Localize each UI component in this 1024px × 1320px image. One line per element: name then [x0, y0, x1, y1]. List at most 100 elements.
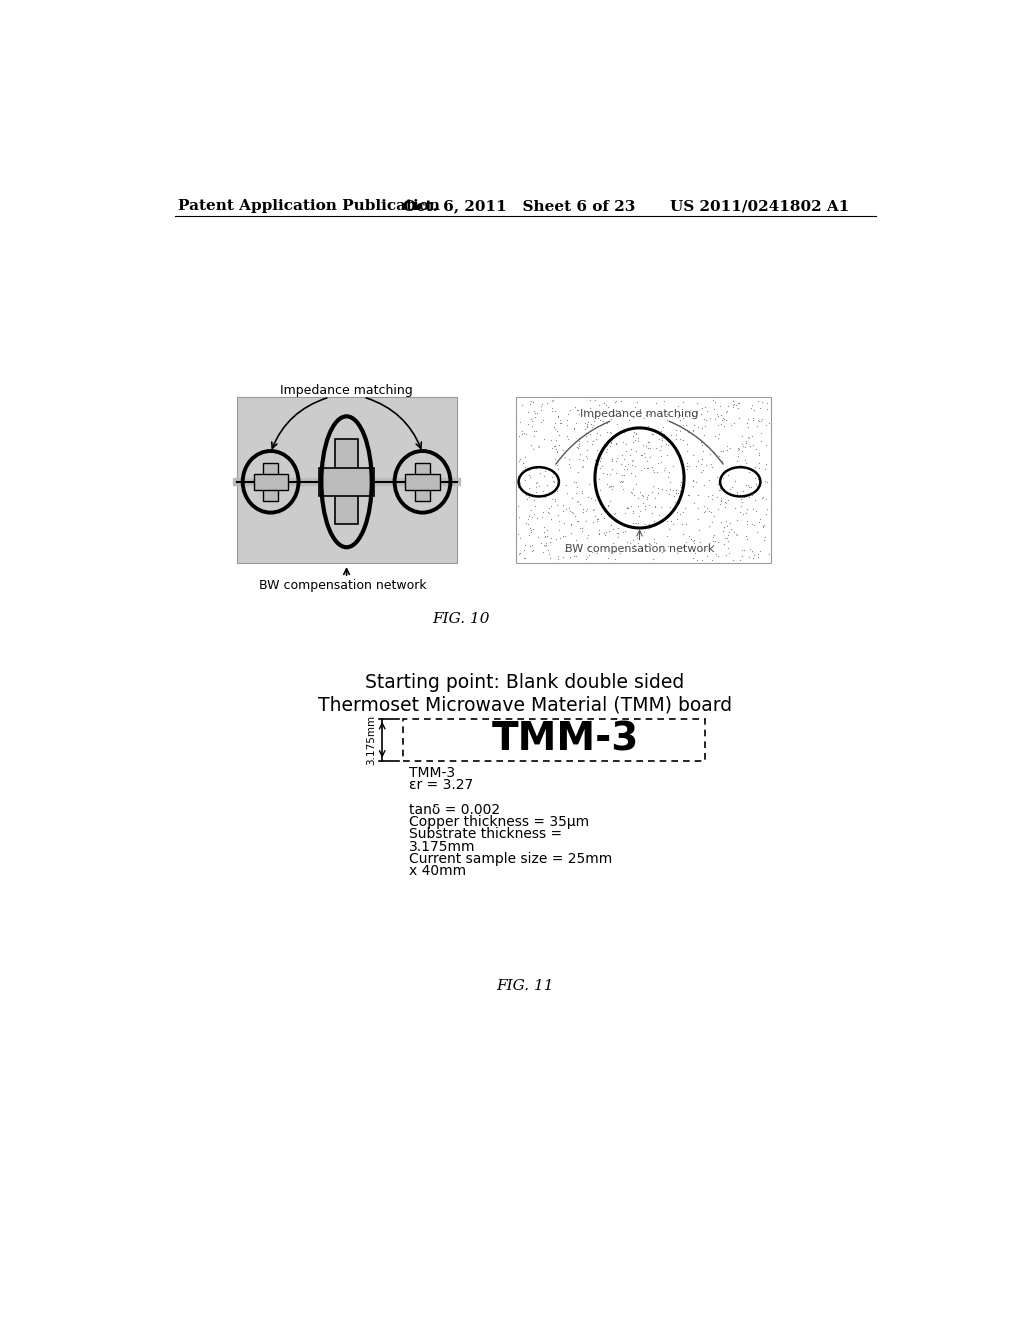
Point	[675, 414, 691, 436]
Point	[625, 432, 641, 453]
Point	[601, 421, 617, 442]
Point	[526, 407, 543, 428]
Point	[515, 451, 531, 473]
Point	[590, 408, 606, 429]
Point	[625, 512, 641, 533]
Point	[671, 492, 687, 513]
Point	[571, 428, 588, 449]
Text: Copper thickness = 35μm: Copper thickness = 35μm	[410, 816, 590, 829]
Point	[530, 437, 547, 458]
Point	[598, 395, 614, 416]
Point	[757, 527, 773, 548]
Point	[758, 488, 774, 510]
Point	[545, 389, 561, 411]
Point	[683, 529, 699, 550]
Point	[741, 462, 758, 483]
Point	[567, 471, 584, 492]
Point	[526, 425, 543, 446]
Point	[523, 499, 540, 520]
Point	[734, 441, 751, 462]
Point	[589, 510, 605, 531]
Point	[592, 425, 608, 446]
Point	[725, 391, 741, 412]
Point	[578, 549, 594, 570]
Point	[633, 539, 649, 560]
Point	[662, 519, 678, 540]
Point	[679, 434, 695, 455]
Point	[710, 414, 726, 436]
Bar	[415, 462, 430, 502]
Point	[647, 487, 664, 508]
Point	[675, 430, 691, 451]
Point	[567, 482, 584, 503]
Point	[728, 395, 744, 416]
Point	[537, 521, 553, 543]
Point	[512, 411, 528, 432]
Point	[613, 399, 630, 420]
Point	[761, 543, 777, 564]
Point	[626, 516, 642, 537]
Point	[623, 533, 639, 554]
Point	[745, 498, 762, 519]
Point	[677, 404, 693, 425]
Point	[590, 453, 606, 474]
Point	[732, 549, 749, 570]
Point	[657, 458, 674, 479]
Point	[581, 536, 597, 557]
Point	[595, 462, 611, 483]
Point	[596, 508, 612, 529]
Point	[732, 502, 749, 523]
Point	[675, 502, 691, 523]
Point	[541, 544, 557, 565]
Point	[528, 458, 545, 479]
Point	[587, 389, 603, 411]
Point	[632, 404, 648, 425]
Point	[557, 525, 573, 546]
Point	[716, 408, 732, 429]
Point	[688, 392, 705, 413]
Point	[757, 458, 773, 479]
Point	[755, 486, 771, 507]
Point	[555, 495, 571, 516]
Point	[599, 413, 615, 434]
Point	[638, 436, 654, 457]
Point	[609, 517, 626, 539]
Point	[647, 496, 664, 517]
Point	[536, 428, 552, 449]
Point	[703, 511, 720, 532]
Point	[744, 409, 761, 430]
Point	[548, 438, 564, 459]
Point	[584, 434, 600, 455]
Point	[722, 512, 738, 533]
Point	[511, 544, 527, 565]
Point	[602, 515, 618, 536]
Point	[663, 424, 679, 445]
Point	[603, 408, 620, 429]
Point	[583, 397, 599, 418]
Point	[521, 459, 538, 480]
Point	[737, 503, 754, 524]
Point	[618, 434, 635, 455]
Text: US 2011/0241802 A1: US 2011/0241802 A1	[671, 199, 850, 213]
Point	[690, 450, 707, 471]
Point	[517, 548, 534, 569]
Point	[752, 541, 768, 562]
Point	[551, 471, 567, 492]
Point	[521, 506, 538, 527]
Point	[675, 523, 691, 544]
Point	[656, 391, 673, 412]
Point	[640, 403, 656, 424]
Point	[638, 404, 654, 425]
Point	[572, 537, 589, 558]
Point	[651, 428, 668, 449]
Point	[592, 458, 608, 479]
Point	[545, 462, 561, 483]
Point	[665, 455, 681, 477]
Point	[657, 433, 674, 454]
Point	[668, 479, 684, 500]
Point	[681, 484, 697, 506]
Point	[591, 520, 607, 541]
Point	[742, 397, 759, 418]
Point	[578, 445, 594, 466]
Point	[705, 549, 721, 570]
